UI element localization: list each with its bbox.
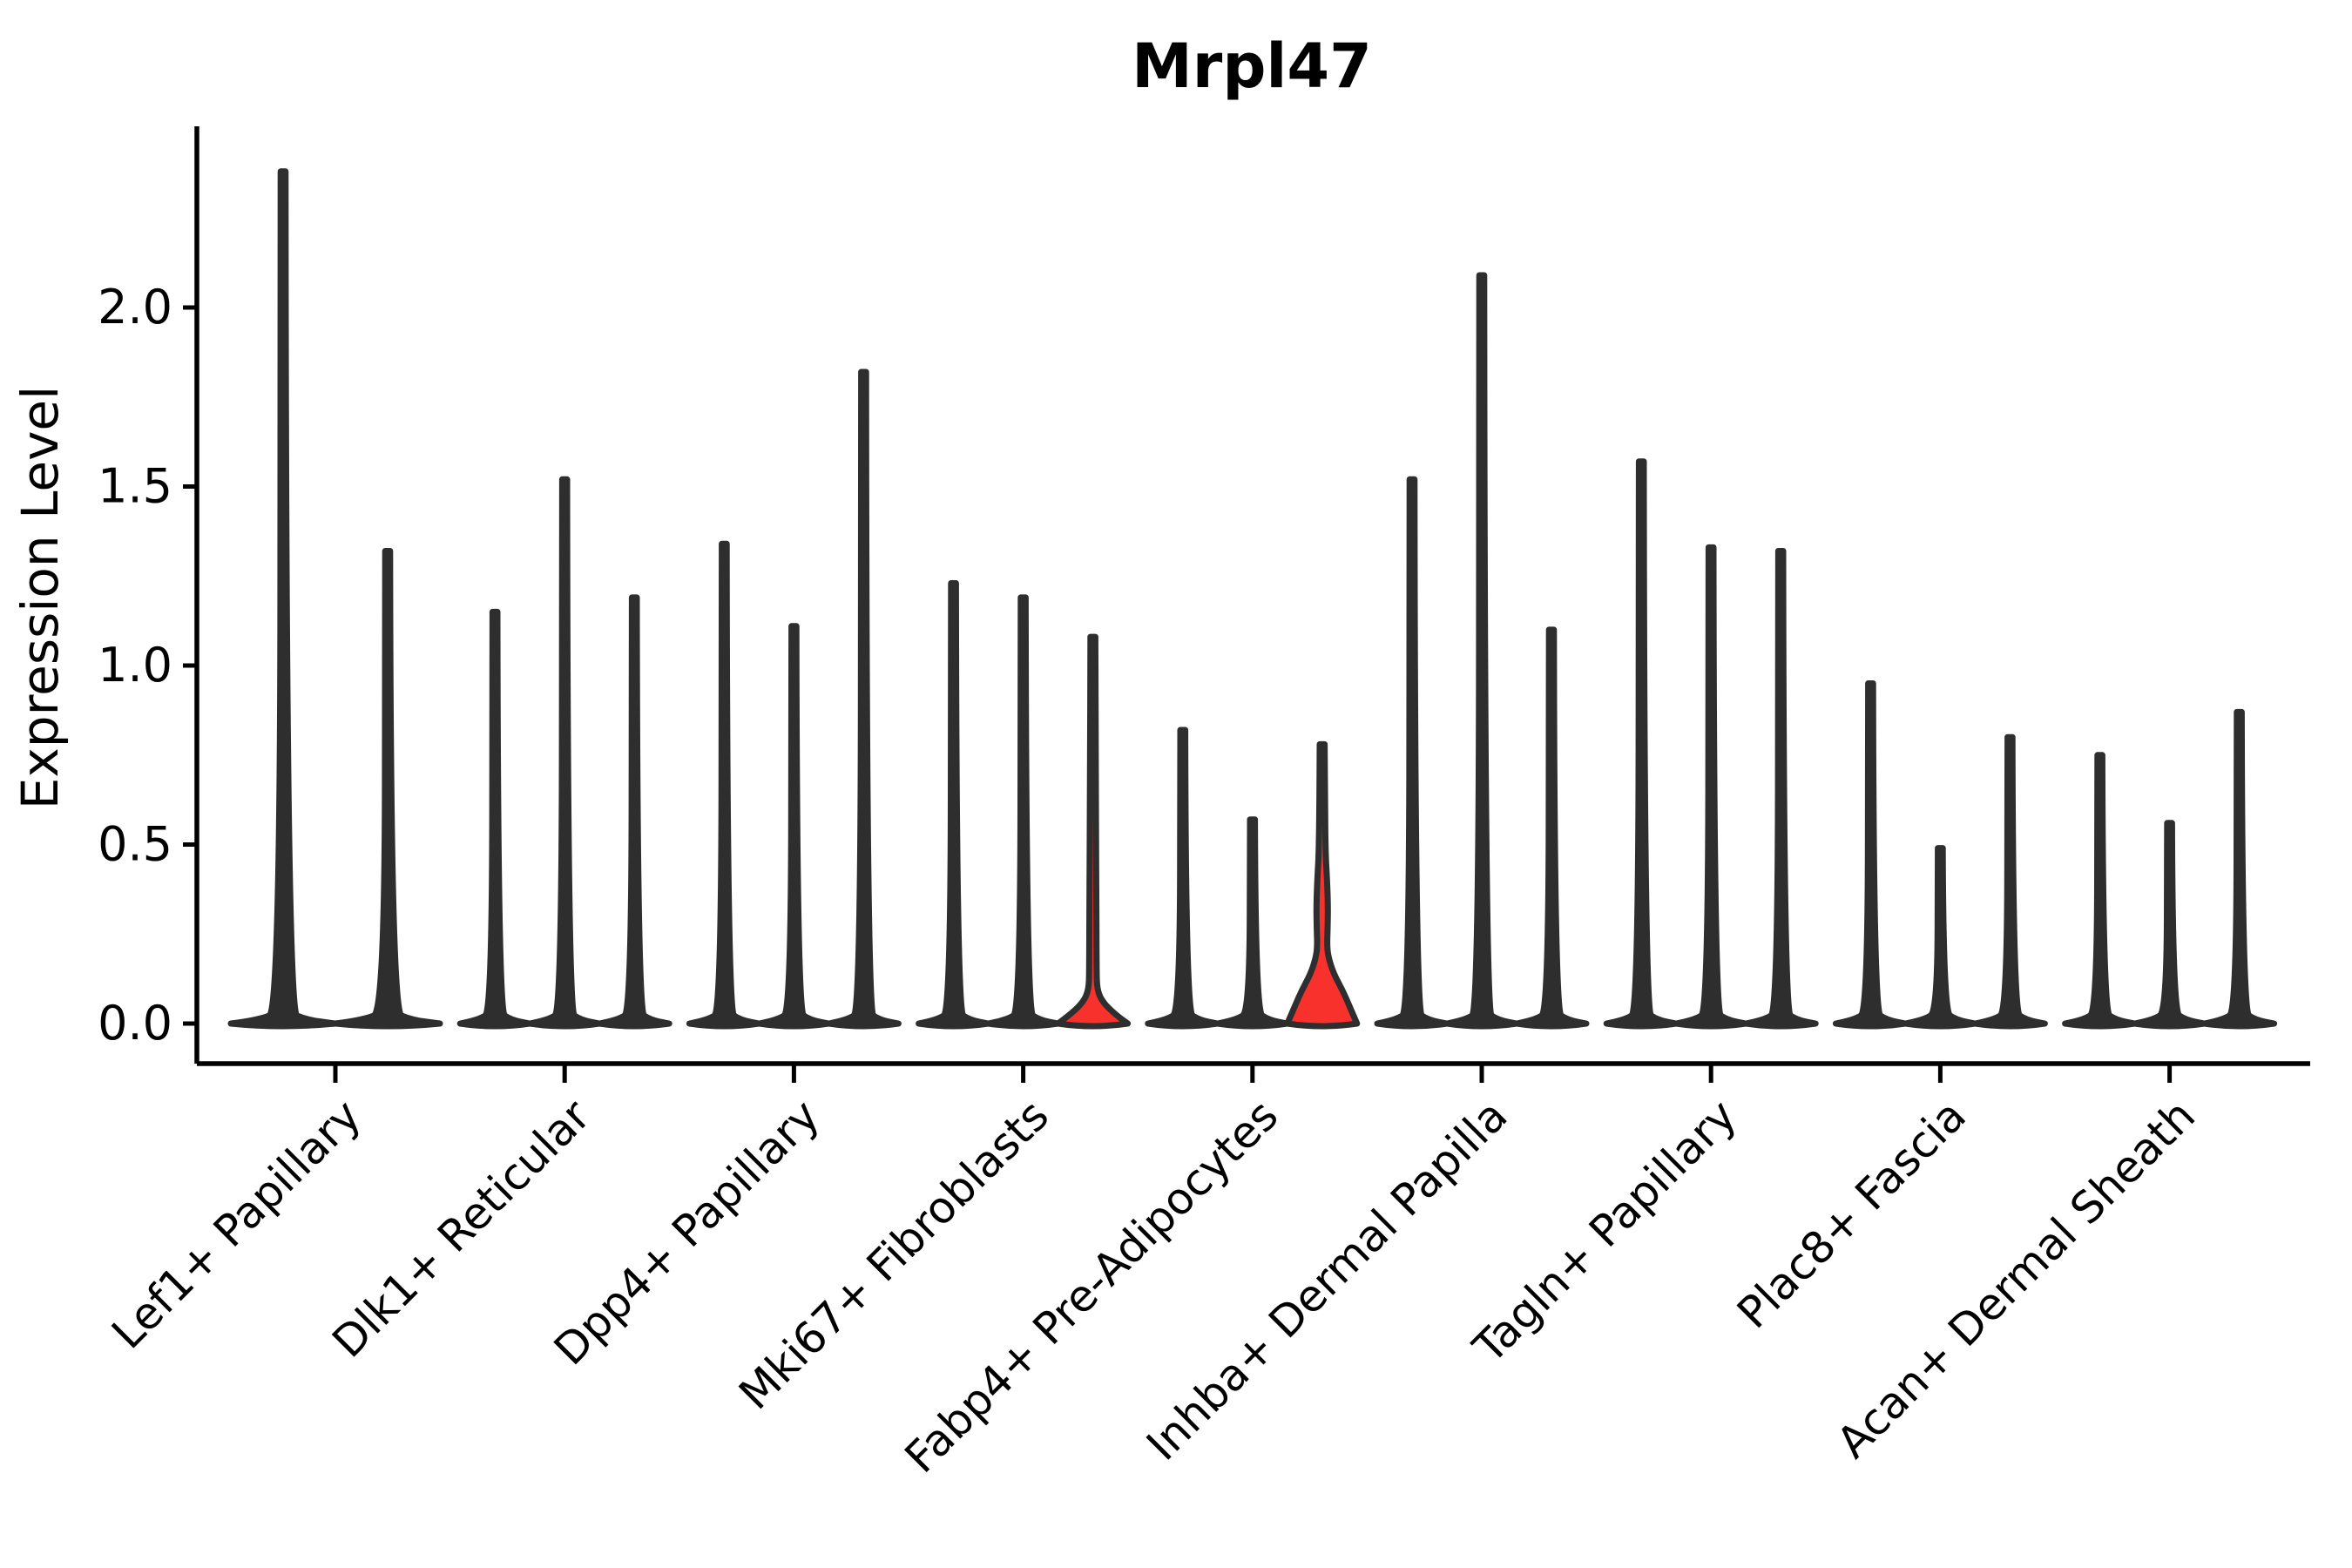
chart-title: Mrpl47 [1132, 30, 1372, 102]
violin [1742, 548, 1819, 1030]
violin [596, 594, 672, 1030]
y-tick-label: 0.0 [98, 996, 172, 1051]
violin [1374, 476, 1450, 1030]
violin [1902, 845, 1978, 1030]
violin [526, 476, 603, 1030]
violin [1214, 816, 1291, 1030]
violin [1971, 733, 2048, 1030]
violin [1673, 544, 1749, 1030]
violin [456, 608, 533, 1030]
violin [1832, 680, 1909, 1030]
violin [1513, 626, 1590, 1030]
violin [2132, 820, 2208, 1030]
violin [1145, 727, 1221, 1030]
violin [755, 623, 832, 1030]
violin-highlighted [1055, 633, 1132, 1030]
violin [2201, 708, 2278, 1030]
y-axis-label: Expression Level [10, 386, 70, 809]
x-tick-label: Plac8+ Fascia [1727, 1090, 1976, 1338]
violin [985, 594, 1062, 1030]
violins [227, 168, 2278, 1030]
violin [1443, 272, 1520, 1030]
x-tick-label: Fabp4+ Pre-Adipocytes [896, 1090, 1288, 1483]
y-tick-label: 1.0 [98, 638, 172, 693]
y-tick-label: 1.5 [98, 459, 172, 514]
y-tick-label: 2.0 [98, 280, 172, 335]
violin [1603, 458, 1680, 1030]
violin [227, 168, 339, 1030]
violin [332, 548, 443, 1030]
violin [686, 540, 762, 1030]
violin [916, 580, 992, 1030]
violin [2062, 752, 2139, 1030]
violin [825, 368, 902, 1030]
violin-highlighted [1284, 740, 1361, 1030]
y-tick-label: 0.5 [98, 817, 172, 872]
x-tick-label: Lef1+ Papillary [102, 1090, 370, 1358]
